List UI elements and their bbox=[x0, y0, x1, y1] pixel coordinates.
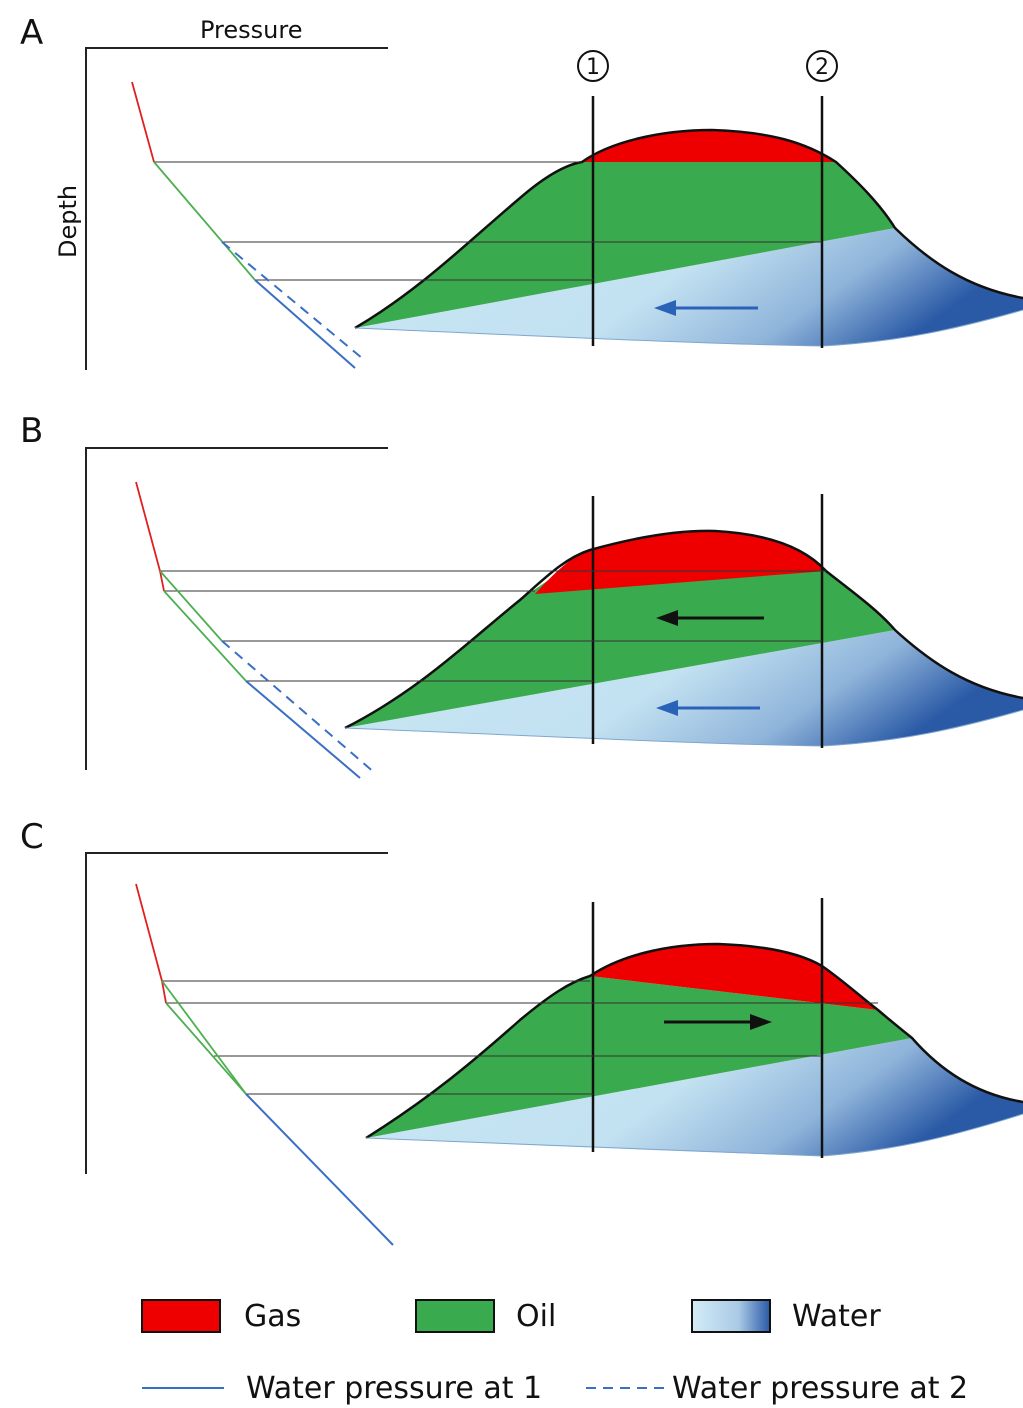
gas-gradient-line bbox=[131, 81, 155, 163]
oil-zone bbox=[345, 571, 895, 728]
legend-water-pressure-2-label: Water pressure at 2 bbox=[672, 1371, 968, 1406]
oil-flow-arrow bbox=[656, 610, 764, 626]
legend-gas-swatch bbox=[141, 1299, 221, 1333]
pressure-depth-axes bbox=[85, 447, 388, 770]
water-pressure-2-line bbox=[221, 640, 377, 775]
oil-gradient-line bbox=[153, 161, 256, 281]
oil-gradient-line-1 bbox=[161, 980, 247, 1095]
panel-b: B bbox=[20, 411, 1023, 779]
legend-water-label: Water bbox=[792, 1299, 881, 1334]
water-pressure-1-line bbox=[245, 1093, 394, 1246]
gas-cap bbox=[535, 530, 826, 594]
gas-gradient-line bbox=[135, 481, 161, 572]
well-2-label: 2 bbox=[815, 55, 829, 80]
pressure-depth-axes bbox=[85, 852, 388, 1174]
structure-outline bbox=[344, 529, 1023, 730]
gas-gradient-line bbox=[135, 883, 163, 982]
water-pressure-2-line bbox=[221, 241, 363, 359]
well-2-marker bbox=[806, 50, 838, 82]
pressure-axis-label: Pressure bbox=[200, 16, 302, 44]
legend-water-swatch bbox=[691, 1299, 771, 1333]
well-1-marker bbox=[577, 50, 609, 82]
oil-gradient-line-2 bbox=[165, 1002, 247, 1095]
structure-outline bbox=[354, 128, 1023, 330]
oil-zone bbox=[366, 976, 912, 1138]
oil-zone bbox=[355, 162, 895, 328]
panel-c-label: C bbox=[20, 817, 44, 857]
oil-gradient-line-2 bbox=[159, 570, 223, 642]
oil-gradient-line-1 bbox=[163, 590, 247, 682]
legend: Gas Oil Water Water pressure at 1 Water … bbox=[141, 1299, 968, 1406]
legend-oil-swatch bbox=[415, 1299, 495, 1333]
panel-a-label: A bbox=[20, 13, 43, 53]
legend-water-pressure-1-label: Water pressure at 1 bbox=[246, 1371, 542, 1406]
structure-base bbox=[354, 309, 1023, 347]
water-pressure-1-line bbox=[254, 279, 356, 369]
trap-structure-c bbox=[365, 942, 1023, 1157]
panel-c: C bbox=[20, 817, 1023, 1246]
water-zone bbox=[345, 630, 1023, 746]
gas-cap bbox=[582, 130, 836, 162]
water-flow-arrow bbox=[654, 300, 758, 316]
legend-oil-label: Oil bbox=[516, 1299, 556, 1334]
water-flow-arrow bbox=[656, 700, 760, 716]
gas-gradient-line-2 bbox=[161, 980, 167, 1004]
legend-gas-label: Gas bbox=[244, 1299, 301, 1334]
pressure-depth-axes bbox=[85, 47, 388, 370]
gas-gradient-line-1 bbox=[159, 570, 165, 592]
water-zone bbox=[366, 1038, 1023, 1156]
well-1-label: 1 bbox=[586, 55, 600, 80]
water-pressure-1-line bbox=[245, 680, 361, 779]
water-zone bbox=[355, 228, 1023, 346]
structure-base bbox=[344, 709, 1023, 747]
structure-outline bbox=[365, 942, 1023, 1140]
trap-structure-a bbox=[354, 128, 1023, 347]
panel-b-label: B bbox=[20, 411, 43, 451]
gas-cap bbox=[590, 944, 878, 1010]
panel-a: A Pressure Depth 1 2 bbox=[20, 13, 1023, 370]
depth-axis-label: Depth bbox=[54, 185, 82, 258]
oil-flow-arrow bbox=[664, 1014, 772, 1030]
trap-structure-b bbox=[344, 529, 1023, 747]
